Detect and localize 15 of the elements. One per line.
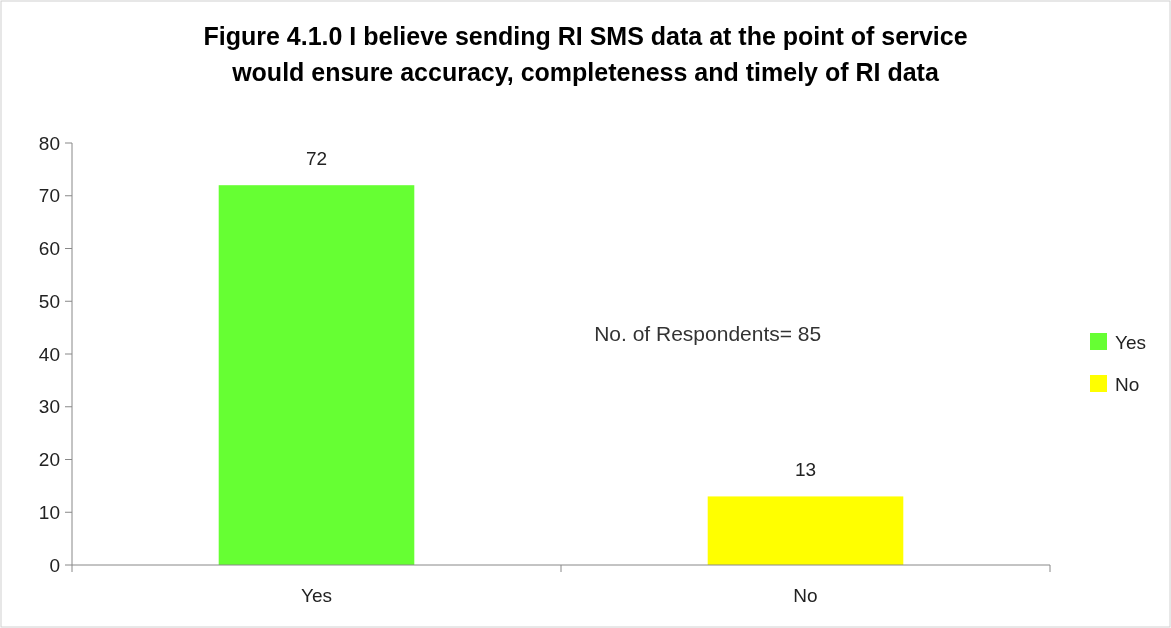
y-tick-label: 80 [38,132,60,154]
y-tick-label: 20 [38,449,60,471]
data-label: 13 [794,459,817,481]
y-tick-label: 40 [38,343,60,365]
y-tick-label: 10 [38,501,60,523]
y-tick-label: 60 [38,238,60,260]
chart-title: Figure 4.1.0 I believe sending RI SMS data at the point of service would ensure accuracy, completeness and timely of RI data [203,22,968,86]
annotation: No. of Respondents= 85 [594,322,822,345]
y-tick-label: 0 [49,554,60,576]
y-tick-label: 70 [38,185,60,207]
y-tick-label: 50 [38,290,60,312]
data-label: 72 [305,148,328,170]
legend-label: Yes [1115,331,1146,353]
y-tick-label: 30 [38,396,60,418]
legend-label: No [1115,373,1140,395]
